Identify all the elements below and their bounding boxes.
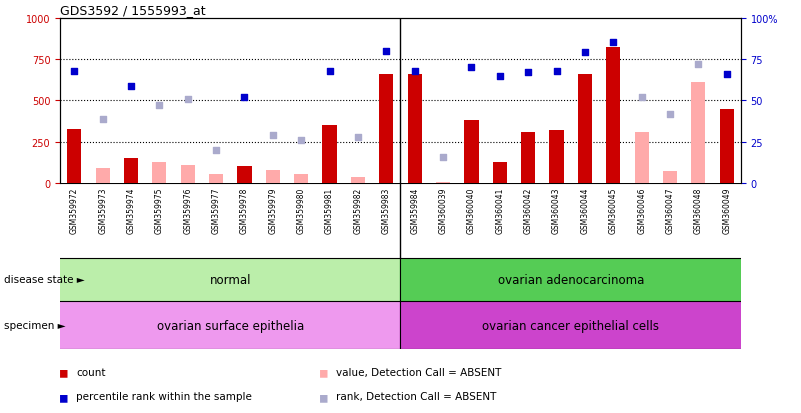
Bar <box>67 129 82 184</box>
Text: value, Detection Call = ABSENT: value, Detection Call = ABSENT <box>336 367 501 377</box>
Text: disease state ►: disease state ► <box>4 275 85 285</box>
Bar <box>400 301 741 349</box>
Text: ovarian adenocarcinoma: ovarian adenocarcinoma <box>497 273 644 286</box>
Bar <box>400 258 741 301</box>
Bar <box>606 48 620 184</box>
Point <box>96 116 109 123</box>
Text: rank, Detection Call = ABSENT: rank, Detection Call = ABSENT <box>336 392 497 401</box>
Text: GSM360047: GSM360047 <box>666 188 674 234</box>
Point <box>663 111 676 118</box>
Point <box>153 103 166 109</box>
Text: GSM360045: GSM360045 <box>609 188 618 234</box>
Text: ■: ■ <box>60 390 67 403</box>
Bar <box>237 166 252 184</box>
Bar <box>634 133 649 184</box>
Bar <box>408 75 422 184</box>
Text: ■: ■ <box>320 365 328 378</box>
Bar <box>379 75 393 184</box>
Text: ■: ■ <box>60 365 67 378</box>
Bar <box>663 171 677 184</box>
Bar <box>124 158 138 184</box>
Point <box>635 95 648 101</box>
Text: GSM359982: GSM359982 <box>353 188 362 234</box>
Text: GSM360049: GSM360049 <box>723 188 731 234</box>
Text: GSM360039: GSM360039 <box>439 188 448 234</box>
Bar <box>95 169 110 184</box>
Text: count: count <box>76 367 106 377</box>
Text: GSM360043: GSM360043 <box>552 188 561 234</box>
Text: GSM359983: GSM359983 <box>382 188 391 234</box>
Point <box>720 71 733 78</box>
Point <box>125 83 138 90</box>
Bar <box>691 83 706 184</box>
Bar <box>521 133 535 184</box>
Text: GSM359980: GSM359980 <box>296 188 306 234</box>
Text: ovarian surface epithelia: ovarian surface epithelia <box>157 319 304 332</box>
Point <box>465 65 478 71</box>
Point <box>238 95 251 101</box>
Point <box>578 50 591 57</box>
Text: GDS3592 / 1555993_at: GDS3592 / 1555993_at <box>60 5 206 17</box>
Text: ■: ■ <box>320 390 328 403</box>
Point <box>352 134 364 141</box>
Point <box>493 73 506 80</box>
Text: GSM359978: GSM359978 <box>240 188 249 234</box>
Bar <box>209 175 223 184</box>
Text: percentile rank within the sample: percentile rank within the sample <box>76 392 252 401</box>
Text: GSM359979: GSM359979 <box>268 188 277 234</box>
Point <box>692 62 705 68</box>
Bar <box>549 131 564 184</box>
Bar <box>719 109 734 184</box>
Text: GSM359976: GSM359976 <box>183 188 192 234</box>
Bar <box>436 182 450 184</box>
Text: GSM360042: GSM360042 <box>524 188 533 234</box>
Text: GSM360040: GSM360040 <box>467 188 476 234</box>
Bar <box>60 301 400 349</box>
Text: GSM359984: GSM359984 <box>410 188 419 234</box>
Point <box>210 147 223 154</box>
Text: GSM359973: GSM359973 <box>99 188 107 234</box>
Text: GSM359981: GSM359981 <box>325 188 334 234</box>
Point <box>267 133 280 139</box>
Point <box>521 70 534 76</box>
Text: specimen ►: specimen ► <box>4 320 66 330</box>
Point <box>607 40 620 47</box>
Bar <box>578 75 592 184</box>
Point <box>380 48 392 55</box>
Bar <box>323 126 336 184</box>
Bar <box>152 162 167 184</box>
Point <box>181 96 194 103</box>
Point <box>550 68 563 75</box>
Text: GSM359974: GSM359974 <box>127 188 135 234</box>
Point <box>437 154 449 161</box>
Text: GSM359975: GSM359975 <box>155 188 164 234</box>
Point <box>295 138 308 144</box>
Bar <box>351 177 365 184</box>
Point <box>68 68 81 75</box>
Text: GSM360046: GSM360046 <box>637 188 646 234</box>
Bar <box>493 162 507 184</box>
Bar <box>181 166 195 184</box>
Bar <box>465 121 478 184</box>
Text: normal: normal <box>210 273 251 286</box>
Point <box>323 68 336 75</box>
Text: ovarian cancer epithelial cells: ovarian cancer epithelial cells <box>482 319 659 332</box>
Text: GSM359977: GSM359977 <box>211 188 220 234</box>
Text: GSM359972: GSM359972 <box>70 188 78 234</box>
Text: GSM360044: GSM360044 <box>581 188 590 234</box>
Bar <box>294 175 308 184</box>
Text: GSM360041: GSM360041 <box>495 188 505 234</box>
Bar <box>266 171 280 184</box>
Point <box>409 68 421 75</box>
Bar <box>60 258 400 301</box>
Text: GSM360048: GSM360048 <box>694 188 702 234</box>
